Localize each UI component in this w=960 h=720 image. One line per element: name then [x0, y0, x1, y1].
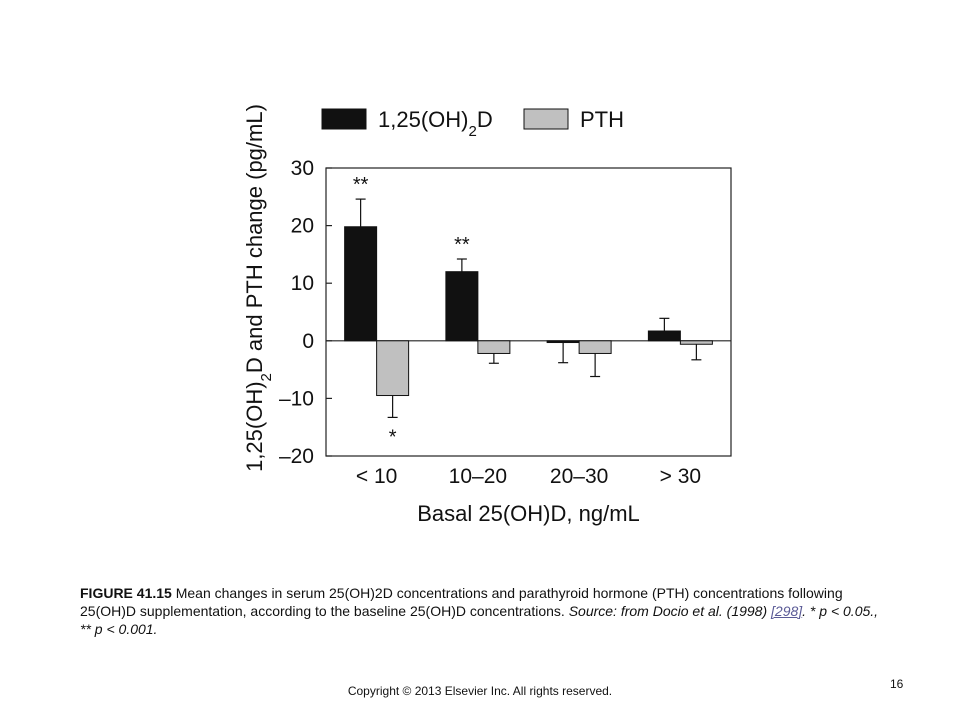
significance-marker: *: [389, 426, 397, 448]
y-tick-label: –20: [279, 445, 314, 468]
x-tick-label: 10–20: [449, 465, 507, 488]
figure-label: FIGURE 41.15: [80, 585, 172, 601]
bar-calcitriol: [647, 330, 681, 342]
chart-legend: 1,25(OH)2D PTH: [321, 107, 624, 140]
bar-calcitriol: [344, 226, 378, 342]
bar-chart: 1,25(OH)2D PTH 30 20 10 0 –10 –20 < 10 10–20 20–3…: [242, 104, 732, 526]
legend-label-calcitriol: 1,25(OH)2D: [378, 107, 493, 140]
significance-marker: **: [454, 234, 470, 256]
x-axis-label: Basal 25(OH)D, ng/mL: [417, 501, 640, 526]
legend-swatch-pth: [523, 108, 569, 130]
y-axis-label: 1,25(OH)2D and PTH change (pg/mL): [242, 104, 275, 472]
page-number: 16: [890, 677, 904, 691]
bar-calcitriol: [445, 271, 479, 342]
legend-label-pth: PTH: [580, 107, 624, 132]
caption-reference-link[interactable]: [298]: [771, 603, 803, 619]
chart-labels: *****Basal 25(OH)D, ng/mL1,25(OH)2D and …: [242, 104, 640, 526]
figure-caption: FIGURE 41.15 Mean changes in serum 25(OH…: [80, 584, 890, 638]
y-tick-label: 20: [291, 215, 314, 238]
y-tick-label: 0: [302, 330, 314, 353]
bar-calcitriol: [546, 340, 580, 344]
caption-significance-note: . * p < 0.05., ** p < 0.001.: [80, 603, 879, 637]
y-tick-label: 30: [291, 157, 314, 180]
chart-axes: 30 20 10 0 –10 –20 < 10 10–20 20–30 > 30: [279, 157, 732, 488]
copyright-notice: Copyright © 2013 Elsevier Inc. All right…: [347, 684, 613, 698]
caption-text: Mean changes in serum 25(OH)2D concentra…: [80, 585, 843, 619]
bar-pth: [679, 340, 713, 345]
bar-pth: [376, 340, 410, 397]
bar-pth: [578, 340, 612, 354]
y-tick-label: –10: [279, 387, 314, 410]
caption-source-label: Source:: [568, 603, 617, 619]
chart-bars: [344, 198, 713, 419]
bar-pth: [477, 340, 511, 354]
significance-marker: **: [353, 174, 369, 196]
x-tick-label: < 10: [356, 465, 397, 488]
x-tick-label: 20–30: [550, 465, 608, 488]
caption-source-text: from Docio et al. (1998): [616, 603, 772, 619]
x-tick-label: > 30: [660, 465, 701, 488]
y-tick-label: 10: [291, 272, 314, 295]
legend-swatch-calcitriol: [321, 108, 367, 130]
plot-frame: [325, 167, 732, 457]
